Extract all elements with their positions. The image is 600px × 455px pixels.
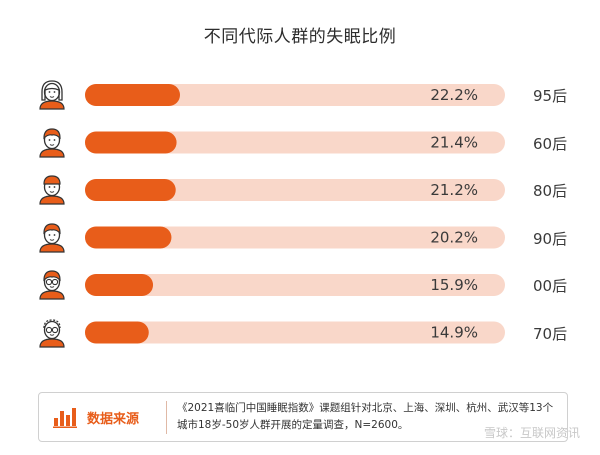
chart-title: 不同代际人群的失眠比例 xyxy=(203,27,397,47)
female-avatar-icon xyxy=(37,78,67,110)
bar-track xyxy=(85,274,505,296)
bar-60后 xyxy=(85,131,177,154)
data-source-text: 《2021喜临门中国睡眠指数》课题组针对北京、上海、深圳、杭州、武汉等13个城市… xyxy=(177,402,554,431)
value-label: 21.4% xyxy=(430,134,478,152)
data-source-box: 数据来源 《2021喜临门中国睡眠指数》课题组针对北京、上海、深圳、杭州、武汉等… xyxy=(38,392,568,442)
bar-chart: 22.2% 21.4% 21.2% 20.2% 15.9% 14.9% xyxy=(85,84,505,344)
value-label: 22.2% xyxy=(430,86,478,104)
person-cap-avatar-icon xyxy=(37,173,67,205)
value-label: 20.2% xyxy=(430,229,478,247)
bar-track xyxy=(85,84,505,106)
category-label: 90后 xyxy=(533,229,568,248)
bar-80后 xyxy=(85,179,176,201)
category-label: 60后 xyxy=(533,134,568,153)
data-source-label: 数据来源 xyxy=(87,412,140,427)
value-label: 21.2% xyxy=(430,181,478,199)
person-avatar-icon xyxy=(37,126,67,158)
watermark: 雪球：互联网资讯 xyxy=(483,426,580,440)
bar-70后 xyxy=(85,321,149,344)
category-label: 80后 xyxy=(533,182,568,200)
value-label: 14.9% xyxy=(430,324,478,342)
bar-track xyxy=(85,321,505,344)
bar-95后 xyxy=(85,84,180,106)
value-label: 15.9% xyxy=(430,276,478,294)
person-glasses-avatar-icon xyxy=(37,268,67,300)
bar-track xyxy=(85,226,505,249)
category-label: 95后 xyxy=(533,87,568,105)
person-avatar-icon xyxy=(37,221,67,253)
bar-00后 xyxy=(85,274,154,296)
bar-track xyxy=(85,179,505,201)
category-label: 00后 xyxy=(533,277,568,295)
bar-90后 xyxy=(85,226,172,249)
bar-chart-icon xyxy=(53,408,77,428)
divider xyxy=(166,401,167,434)
bar-track xyxy=(85,131,505,154)
elderly-glasses-avatar-icon xyxy=(37,316,67,348)
category-label: 70后 xyxy=(533,324,568,343)
